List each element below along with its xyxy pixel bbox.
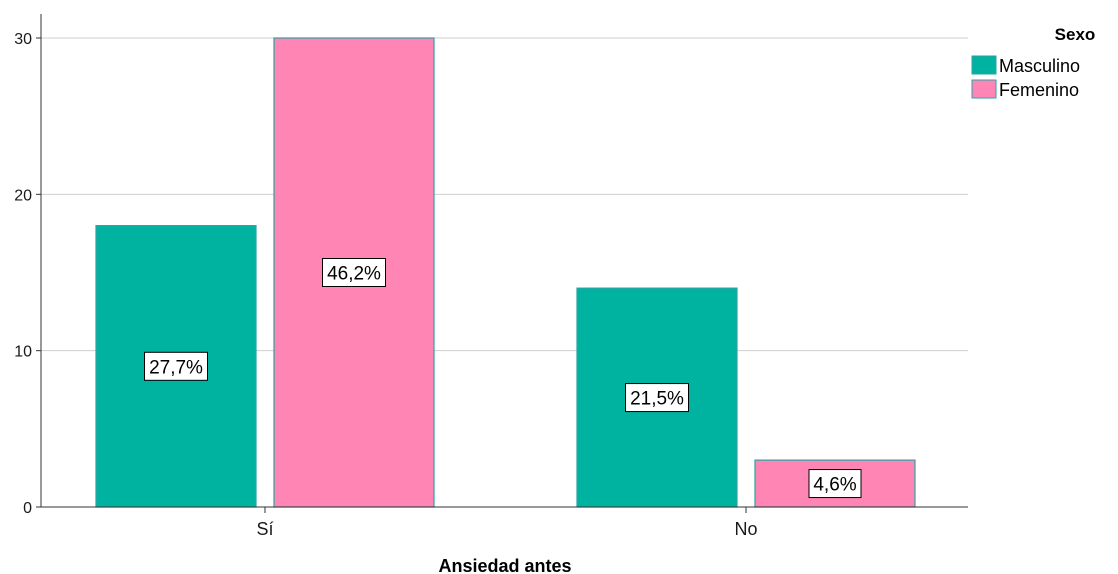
data-label: 46,2% bbox=[322, 258, 386, 287]
x-tick-label: No bbox=[734, 519, 757, 539]
y-tick-label: 10 bbox=[14, 344, 32, 361]
data-labels: 27,7% 46,2% 21,5% 4,6% bbox=[144, 258, 862, 499]
legend-title: Sexo bbox=[1055, 25, 1096, 44]
x-axis-title: Ansiedad antes bbox=[438, 556, 571, 574]
bars bbox=[95, 37, 916, 508]
legend-label: Masculino bbox=[999, 56, 1080, 76]
x-tick-label: Sí bbox=[256, 519, 273, 539]
legend-label: Femenino bbox=[999, 80, 1079, 100]
data-label-text: 21,5% bbox=[630, 389, 684, 410]
data-label: 21,5% bbox=[625, 383, 689, 413]
x-tick-labels: Sí No bbox=[256, 507, 758, 539]
y-tick-label: 0 bbox=[23, 500, 32, 517]
data-label-box bbox=[625, 383, 689, 413]
data-label-text: 27,7% bbox=[149, 357, 203, 378]
axes bbox=[40, 14, 968, 508]
data-label: 4,6% bbox=[808, 469, 862, 499]
data-label-box bbox=[144, 351, 208, 381]
y-tick-labels: 0 10 20 30 bbox=[14, 31, 41, 517]
data-label: 27,7% bbox=[144, 351, 208, 381]
y-tick-label: 20 bbox=[14, 187, 32, 204]
data-label-box bbox=[322, 258, 386, 287]
legend-swatch bbox=[971, 79, 997, 99]
y-tick-label: 30 bbox=[14, 31, 32, 48]
legend: Sexo Masculino Femenino bbox=[971, 25, 1096, 100]
data-label-text: 4,6% bbox=[813, 475, 856, 496]
legend-swatch bbox=[971, 55, 997, 75]
data-label-text: 46,2% bbox=[327, 264, 381, 285]
data-label-box bbox=[808, 469, 862, 499]
